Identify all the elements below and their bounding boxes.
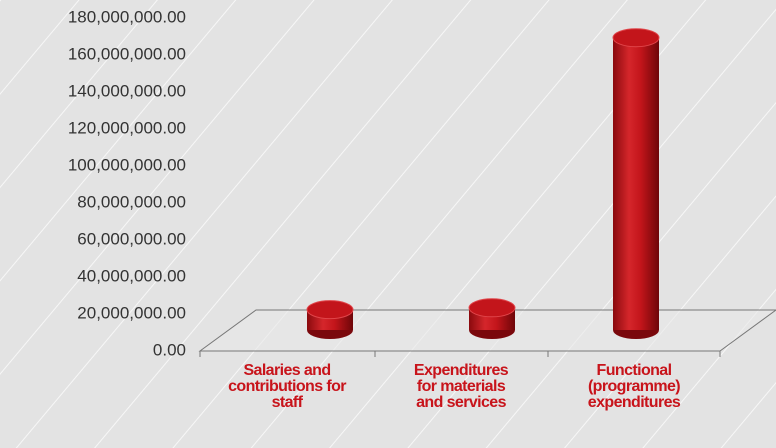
bar-top: [612, 28, 660, 48]
y-tick-label: 160,000,000.00: [68, 44, 186, 63]
bar: [613, 37, 659, 330]
y-tick-label: 0.00: [153, 340, 186, 359]
x-tick-label: Functional (programme) expenditures: [587, 362, 681, 411]
y-tick-label: 20,000,000.00: [77, 303, 186, 322]
x-tick-label: Salaries and contributions for staff: [228, 362, 346, 411]
y-tick-label: 180,000,000.00: [68, 7, 186, 26]
bar-top: [306, 300, 354, 320]
y-tick-label: 120,000,000.00: [68, 118, 186, 137]
y-tick-label: 100,000,000.00: [68, 155, 186, 174]
y-tick-label: 60,000,000.00: [77, 229, 186, 248]
y-tick-label: 140,000,000.00: [68, 81, 186, 100]
x-tick-label: Expenditures for materials and services: [413, 362, 509, 411]
bar-top: [468, 298, 516, 318]
y-tick-label: 40,000,000.00: [77, 266, 186, 285]
y-tick-label: 80,000,000.00: [77, 192, 186, 211]
